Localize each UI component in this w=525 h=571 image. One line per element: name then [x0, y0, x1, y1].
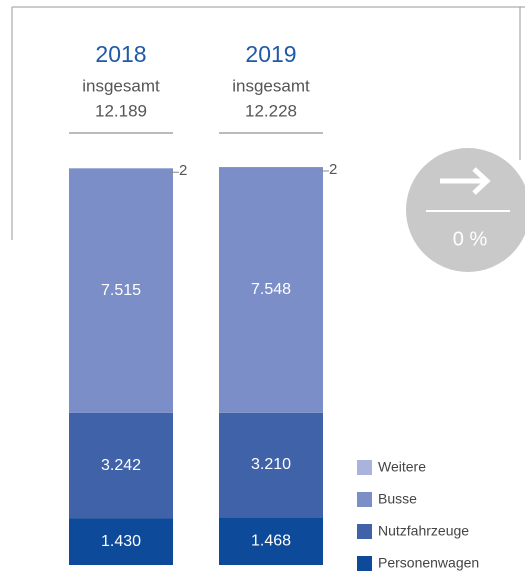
legend-label: Busse [378, 491, 417, 507]
total-label: 12.228 [245, 101, 297, 120]
bar-segment [69, 518, 173, 565]
legend-label: Nutzfahrzeuge [378, 523, 469, 539]
bar-segment [69, 412, 173, 519]
total-label: 12.189 [95, 101, 147, 120]
legend-swatch [357, 492, 372, 507]
value-label: 3.242 [101, 457, 141, 474]
value-label: 2 [179, 162, 187, 179]
value-label: 1.430 [101, 533, 141, 550]
year-label: 2018 [95, 41, 146, 67]
bar-segment [219, 412, 323, 518]
bar-segment [219, 517, 323, 565]
change-label: 0 % [453, 228, 488, 250]
bar-segment [69, 168, 173, 413]
value-label: 3.210 [251, 456, 291, 473]
bar-segment [219, 167, 323, 413]
value-label: 1.468 [251, 532, 291, 549]
legend-label: Weitere [378, 459, 426, 475]
legend-label: Personenwagen [378, 555, 479, 571]
value-label: 7.548 [251, 281, 291, 298]
legend-swatch [357, 460, 372, 475]
year-label: 2019 [245, 41, 296, 67]
value-label: 7.515 [101, 282, 141, 299]
legend-swatch [357, 524, 372, 539]
legend-swatch [357, 556, 372, 571]
total-caption: insgesamt [232, 76, 310, 95]
value-label: 2 [329, 161, 337, 178]
total-caption: insgesamt [82, 76, 160, 95]
arrow-icon [440, 167, 491, 195]
